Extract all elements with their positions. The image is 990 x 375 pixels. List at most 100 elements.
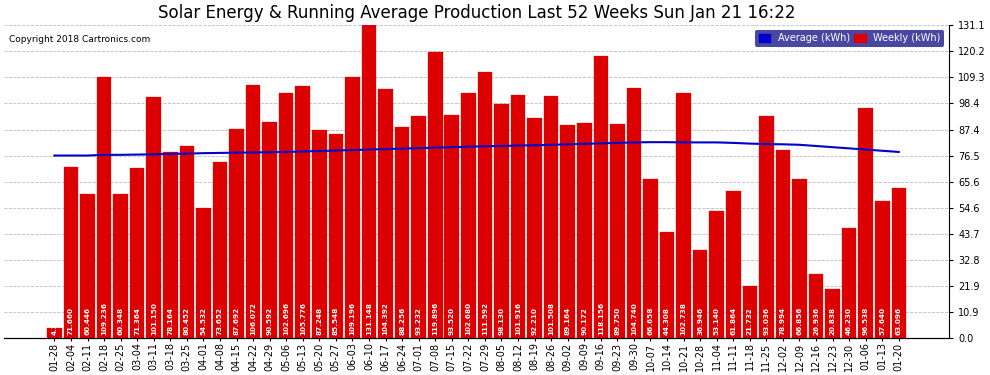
Text: 87.692: 87.692 xyxy=(234,307,240,335)
Text: 109.196: 109.196 xyxy=(349,302,355,335)
Text: 60.446: 60.446 xyxy=(84,307,90,335)
Bar xyxy=(461,93,475,338)
Text: 87.248: 87.248 xyxy=(317,307,323,335)
Legend: Average (kWh), Weekly (kWh): Average (kWh), Weekly (kWh) xyxy=(755,30,944,47)
Bar xyxy=(594,56,608,338)
Text: 73.652: 73.652 xyxy=(217,307,223,335)
Text: 131.148: 131.148 xyxy=(366,302,372,335)
Bar xyxy=(230,129,244,338)
Bar xyxy=(48,328,61,338)
Text: 93.520: 93.520 xyxy=(448,307,454,335)
Bar xyxy=(428,52,443,338)
Bar xyxy=(560,125,575,338)
Bar xyxy=(262,122,277,338)
Text: 85.548: 85.548 xyxy=(333,306,339,335)
Text: 71.660: 71.660 xyxy=(68,307,74,335)
Text: 109.236: 109.236 xyxy=(101,302,107,335)
Bar xyxy=(279,93,293,338)
Text: 54.532: 54.532 xyxy=(200,307,207,335)
Text: 90.172: 90.172 xyxy=(581,307,587,335)
Bar xyxy=(113,194,128,338)
Bar xyxy=(676,93,691,338)
Bar xyxy=(163,152,177,338)
Text: 78.994: 78.994 xyxy=(780,307,786,335)
Text: 71.364: 71.364 xyxy=(135,307,141,335)
Text: 44.308: 44.308 xyxy=(664,307,670,335)
Bar xyxy=(892,188,906,338)
Text: 119.896: 119.896 xyxy=(433,302,439,335)
Bar xyxy=(213,162,228,338)
Text: 4.312: 4.312 xyxy=(51,312,57,335)
Bar xyxy=(659,232,674,338)
Bar xyxy=(80,194,95,338)
Text: 63.096: 63.096 xyxy=(896,307,902,335)
Bar xyxy=(842,228,856,338)
Text: 66.856: 66.856 xyxy=(797,306,803,335)
Title: Solar Energy & Running Average Production Last 52 Weeks Sun Jan 21 16:22: Solar Energy & Running Average Productio… xyxy=(157,4,795,22)
Bar xyxy=(395,128,410,338)
Text: 90.592: 90.592 xyxy=(266,307,272,335)
Text: 46.230: 46.230 xyxy=(846,307,852,335)
Text: 89.164: 89.164 xyxy=(564,307,570,335)
Bar xyxy=(511,95,526,338)
Text: 93.232: 93.232 xyxy=(416,307,422,335)
Bar xyxy=(246,85,260,338)
Text: 57.640: 57.640 xyxy=(879,307,885,335)
Text: 101.150: 101.150 xyxy=(150,302,156,335)
Bar xyxy=(329,134,344,338)
Bar xyxy=(445,115,459,338)
Text: 53.140: 53.140 xyxy=(714,307,720,335)
Bar xyxy=(312,130,327,338)
Bar xyxy=(412,116,426,338)
Bar xyxy=(378,89,393,338)
Bar xyxy=(693,250,708,338)
Text: 92.210: 92.210 xyxy=(532,307,538,335)
Text: 61.864: 61.864 xyxy=(731,307,737,335)
Bar xyxy=(295,86,310,338)
Bar xyxy=(875,201,890,338)
Text: 101.508: 101.508 xyxy=(548,302,554,335)
Text: 96.538: 96.538 xyxy=(862,306,868,335)
Text: 93.036: 93.036 xyxy=(763,307,769,335)
Text: 88.256: 88.256 xyxy=(399,306,405,335)
Text: 105.776: 105.776 xyxy=(300,302,306,335)
Bar xyxy=(528,118,542,338)
Bar xyxy=(826,288,840,338)
Bar xyxy=(726,190,741,338)
Text: 26.936: 26.936 xyxy=(813,307,819,335)
Bar xyxy=(742,286,757,338)
Bar xyxy=(577,123,591,338)
Bar xyxy=(147,97,161,338)
Bar xyxy=(858,108,873,338)
Bar xyxy=(644,179,657,338)
Bar xyxy=(809,274,824,338)
Bar xyxy=(130,168,145,338)
Text: 80.452: 80.452 xyxy=(184,307,190,335)
Bar xyxy=(792,178,807,338)
Text: 111.592: 111.592 xyxy=(482,302,488,335)
Text: 66.658: 66.658 xyxy=(647,306,653,335)
Bar xyxy=(544,96,558,338)
Bar xyxy=(610,124,625,338)
Bar xyxy=(710,211,724,338)
Bar xyxy=(346,77,359,338)
Bar xyxy=(97,77,111,338)
Text: 102.738: 102.738 xyxy=(680,302,687,335)
Bar xyxy=(627,88,642,338)
Text: 104.740: 104.740 xyxy=(631,302,637,335)
Bar xyxy=(361,25,376,338)
Text: 106.072: 106.072 xyxy=(250,302,256,335)
Text: 104.392: 104.392 xyxy=(382,302,388,335)
Text: 101.916: 101.916 xyxy=(515,302,521,335)
Bar xyxy=(494,104,509,338)
Bar xyxy=(477,72,492,338)
Text: Copyright 2018 Cartronics.com: Copyright 2018 Cartronics.com xyxy=(9,34,150,44)
Bar xyxy=(759,116,773,338)
Text: 78.164: 78.164 xyxy=(167,307,173,335)
Text: 102.680: 102.680 xyxy=(465,302,471,335)
Bar xyxy=(179,146,194,338)
Bar xyxy=(196,208,211,338)
Text: 36.946: 36.946 xyxy=(697,307,703,335)
Text: 102.696: 102.696 xyxy=(283,302,289,335)
Text: 21.732: 21.732 xyxy=(746,307,752,335)
